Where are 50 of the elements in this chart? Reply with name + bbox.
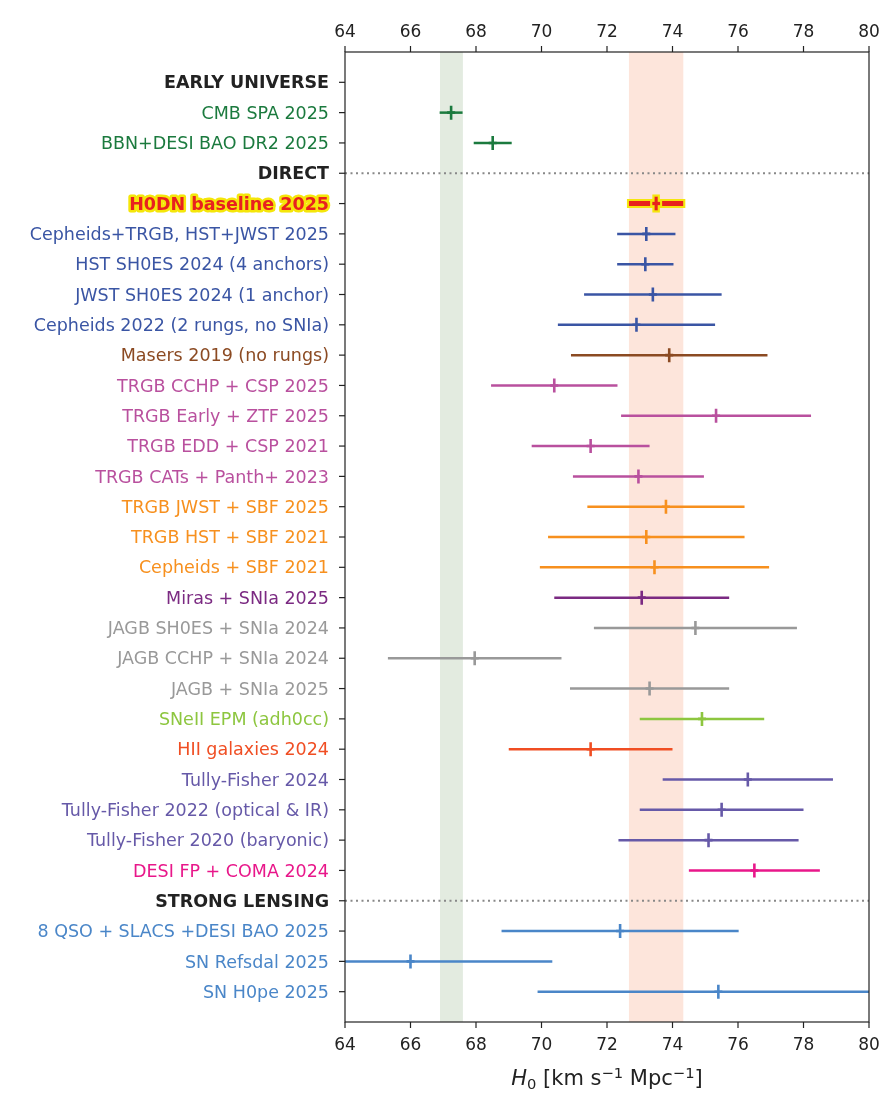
x-tick-label: 78 (792, 21, 815, 41)
y-tick-label: TRGB JWST + SBF 2025 (120, 496, 329, 517)
y-tick-label: JAGB SH0ES + SNIa 2024 (106, 618, 329, 639)
y-tick-label: TRGB Early + ZTF 2025 (121, 405, 329, 426)
y-tick-label: HST SH0ES 2024 (4 anchors) (75, 254, 329, 275)
x-tick-label: 80 (858, 21, 880, 41)
y-tick-label: Cepheids 2022 (2 rungs, no SNIa) (33, 314, 329, 335)
y-tick-label: JWST SH0ES 2024 (1 anchor) (74, 284, 329, 305)
x2-tick-label: 74 (661, 1034, 684, 1054)
x-tick-label: 68 (465, 21, 487, 41)
y-tick-label: TRGB EDD + CSP 2021 (126, 436, 329, 457)
x-tick-label: 72 (596, 21, 618, 41)
y-tick-label: SNeII EPM (adh0cc) (158, 709, 329, 729)
y-tick-label: Tully-Fisher 2022 (optical & IR) (60, 799, 329, 820)
x2-tick-label: 68 (465, 1034, 487, 1054)
x-tick-label: 64 (334, 21, 356, 41)
y-tick-label: HII galaxies 2024 (177, 739, 329, 760)
y-tick-label: TRGB CATs + Panth+ 2023 (94, 466, 329, 487)
y-tick-label: JAGB + SNIa 2025 (169, 678, 329, 699)
x2-tick-label: 78 (792, 1034, 815, 1054)
y-tick-label: Masers 2019 (no rungs) (120, 345, 329, 366)
x-axis-title: H$_{0}$ [km s$^{−1}$ Mpc$^{−1}$] (511, 1064, 703, 1092)
y-tick-label: JAGB CCHP + SNIa 2024 (116, 648, 329, 669)
y-tick-label: Tully-Fisher 2020 (baryonic) (85, 830, 329, 851)
x2-tick-label: 76 (727, 1034, 749, 1054)
y-tick-label: Cepheids+TRGB, HST+JWST 2025 (29, 224, 329, 244)
y-tick-label: H0DN baseline 2025 (129, 193, 329, 214)
y-tick-label: TRGB CCHP + CSP 2025 (116, 375, 329, 396)
x2-tick-label: 66 (399, 1034, 422, 1054)
y-tick-label: SN Refsdal 2025 (185, 951, 329, 972)
y-tick-label: 8 QSO + SLACS +DESI BAO 2025 (37, 921, 329, 942)
y-tick-label: BBN+DESI BAO DR2 2025 (100, 133, 329, 154)
y-tick-label: Miras + SNIa 2025 (166, 587, 329, 608)
y-tick-label: DESI FP + COMA 2024 (133, 860, 329, 881)
x-tick-label: 70 (530, 21, 553, 41)
x2-tick-label: 70 (530, 1034, 553, 1054)
y-tick-label: TRGB HST + SBF 2021 (129, 527, 329, 548)
x2-tick-label: 64 (334, 1034, 356, 1054)
y-tick-label: CMB SPA 2025 (201, 102, 329, 123)
x-tick-label: 74 (661, 21, 684, 41)
x-tick-label: 76 (727, 21, 749, 41)
x2-tick-label: 72 (596, 1034, 618, 1054)
y-tick-label: EARLY UNIVERSE (163, 72, 329, 93)
y-tick-label: SN H0pe 2025 (202, 981, 329, 1002)
x-tick-label: 66 (399, 21, 422, 41)
x2-tick-label: 80 (858, 1034, 880, 1054)
y-tick-label: STRONG LENSING (155, 890, 329, 911)
y-tick-label: DIRECT (257, 163, 330, 184)
y-tick-label: Cepheids + SBF 2021 (138, 557, 329, 578)
y-tick-label: Tully-Fisher 2024 (180, 769, 329, 790)
